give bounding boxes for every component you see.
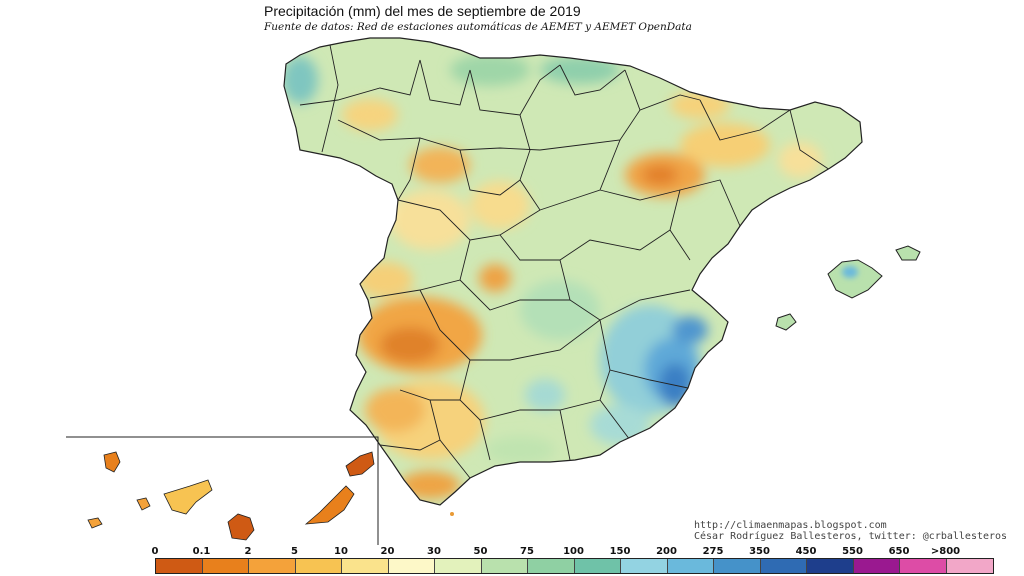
precipitation-legend: 0 0.1 2 5 10 20 30 50 75 100 150 200 275 350 450 550 650… xyxy=(150,546,994,576)
balearic-islands xyxy=(775,245,921,331)
map-title: Precipitación (mm) del mes de septiembre… xyxy=(264,3,581,19)
legend-swatch xyxy=(714,559,761,573)
alboran-island xyxy=(450,512,454,516)
legend-label: 550 xyxy=(842,546,863,557)
legend-label: 50 xyxy=(473,546,488,557)
legend-swatch xyxy=(388,559,435,573)
legend-labels: 0 0.1 2 5 10 20 30 50 75 100 150 200 275 350 450 550 650… xyxy=(150,546,961,558)
legend-label: 2 xyxy=(244,546,252,557)
legend-label: 0.1 xyxy=(192,546,211,557)
legend-swatch xyxy=(528,559,575,573)
legend-label: 75 xyxy=(520,546,534,557)
legend-label: 30 xyxy=(427,546,441,557)
blog-link[interactable]: http://climaenmapas.blogspot.com xyxy=(694,520,887,531)
author-credit: César Rodríguez Ballesteros, twitter: @c… xyxy=(694,531,1008,542)
legend-label: >800 xyxy=(930,546,961,557)
legend-swatch xyxy=(342,559,389,573)
peninsula-precipitation-field xyxy=(284,38,862,505)
legend-label: 100 xyxy=(563,546,584,557)
legend-swatch xyxy=(667,559,714,573)
legend-swatch xyxy=(249,559,296,573)
legend-swatch xyxy=(807,559,854,573)
credits: http://climaenmapas.blogspot.com César R… xyxy=(694,520,1007,542)
legend-label: 350 xyxy=(749,546,770,557)
legend-label: 20 xyxy=(380,546,395,557)
legend-label: 10 xyxy=(334,546,348,557)
legend-label: 450 xyxy=(795,546,817,557)
legend-swatch xyxy=(760,559,807,573)
legend-label: 0 xyxy=(151,546,159,557)
legend-swatch xyxy=(574,559,621,573)
legend-label: 200 xyxy=(656,546,677,557)
legend-swatch xyxy=(435,559,482,573)
legend-swatch xyxy=(202,559,249,573)
province-boundaries xyxy=(299,44,831,479)
legend-label: 275 xyxy=(702,546,724,557)
map-subtitle: Fuente de datos: Red de estaciones autom… xyxy=(264,21,692,33)
canary-islands-inset xyxy=(66,436,379,545)
legend-swatch xyxy=(295,559,342,573)
legend-swatch xyxy=(481,559,528,573)
legend-swatch xyxy=(900,559,947,573)
legend-swatch xyxy=(621,559,668,573)
legend-swatch xyxy=(946,559,993,573)
legend-label: 5 xyxy=(291,546,298,557)
legend-color-bar xyxy=(155,558,994,574)
legend-label: 650 xyxy=(888,546,910,557)
legend-label: 150 xyxy=(609,546,631,557)
legend-swatch xyxy=(853,559,900,573)
legend-swatch xyxy=(156,559,203,573)
